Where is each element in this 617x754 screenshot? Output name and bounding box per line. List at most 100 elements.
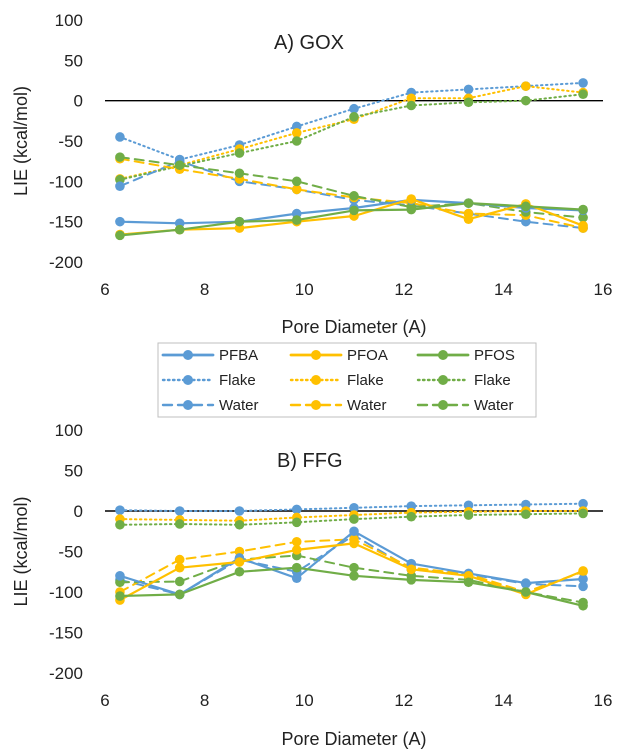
data-point-flake [406, 93, 417, 104]
legend: PFBA PFOA PFOS Flake Flake Flake Water Water Wat… [157, 342, 537, 418]
data-point-pfoa [406, 564, 417, 575]
data-point-pfba [578, 574, 588, 584]
legend-label: Water [474, 397, 513, 414]
data-point-flake [578, 78, 588, 88]
data-point-pfos [578, 204, 588, 215]
legend-marker [183, 400, 193, 410]
legend-marker [311, 375, 321, 385]
data-point-pfba [521, 578, 531, 588]
data-point-pfba [115, 571, 125, 581]
y-tick-label: -150 [49, 624, 83, 643]
data-point-pfos [463, 577, 474, 588]
data-point-flake [578, 508, 588, 519]
y-tick-label: -50 [58, 543, 83, 562]
data-point-pfos [521, 587, 531, 597]
y-tick-label: 100 [55, 11, 83, 30]
data-point-pfos [406, 204, 417, 215]
y-tick-label: -100 [49, 583, 83, 602]
y-tick-label: -50 [58, 132, 83, 151]
data-point-flake [174, 519, 185, 529]
panel-gox: 100 50 0 -50 -100 -150 -200 6 8 10 12 14 16 LIE (kcal… [11, 11, 612, 337]
data-point-flake [115, 519, 125, 530]
data-point-pfos [115, 230, 125, 241]
data-point-pfos [291, 215, 302, 225]
data-point-water [291, 176, 302, 187]
data-point-flake [234, 148, 245, 158]
data-point-flake [521, 95, 531, 106]
data-point-flake [463, 84, 474, 95]
data-point-flake [115, 132, 125, 142]
data-point-flake [349, 112, 359, 122]
y-tick-label: 50 [64, 51, 83, 70]
x-tick-label: 14 [494, 280, 513, 299]
x-tick-label: 16 [594, 691, 613, 710]
data-point-water [578, 581, 588, 592]
data-point-water [291, 536, 302, 547]
data-point-pfoa [406, 194, 417, 204]
x-tick-label: 10 [295, 691, 314, 710]
data-point-water [234, 168, 245, 179]
data-point-water [349, 191, 359, 201]
data-point-flake [463, 510, 474, 520]
data-point-flake [291, 504, 302, 515]
data-point-pfoa [349, 538, 359, 549]
data-point-pfos [349, 571, 359, 581]
data-point-pfba [349, 526, 359, 537]
data-point-water [115, 181, 125, 191]
panel-title: B) FFG [277, 450, 343, 472]
data-point-pfos [115, 591, 125, 601]
y-tick-label: -200 [49, 664, 83, 683]
x-tick-label: 8 [200, 280, 209, 299]
data-point-water [578, 212, 588, 223]
data-point-pfoa [578, 220, 588, 231]
data-point-flake [115, 505, 125, 515]
data-point-pfos [463, 198, 474, 208]
data-point-pfos [174, 589, 185, 600]
x-tick-label: 10 [295, 280, 314, 299]
series-line-flake-dotted [118, 93, 585, 181]
data-point-pfos [578, 600, 588, 611]
data-point-water [115, 152, 125, 162]
y-axis-title: LIE (kcal/mol) [11, 86, 31, 196]
data-point-flake [291, 517, 302, 528]
y-tick-label: 0 [74, 92, 83, 111]
data-point-flake [291, 128, 302, 138]
x-tick-label: 6 [100, 691, 109, 710]
data-point-water [174, 576, 185, 587]
x-axis-title: Pore Diameter (A) [281, 317, 426, 337]
legend-marker [311, 400, 321, 410]
data-point-pfos [234, 216, 245, 227]
data-point-flake [234, 519, 245, 530]
data-point-flake [234, 506, 245, 516]
legend-label: PFBA [219, 347, 258, 364]
x-tick-label: 16 [594, 280, 613, 299]
legend-label: Water [347, 397, 386, 414]
data-point-flake [174, 506, 185, 516]
data-point-water [349, 562, 359, 573]
y-tick-label: -100 [49, 172, 83, 191]
data-point-flake [349, 514, 359, 524]
data-point-pfoa [578, 566, 588, 576]
legend-marker [183, 350, 193, 360]
data-point-flake [578, 498, 588, 509]
data-point-water [174, 160, 185, 170]
y-tick-label: 100 [55, 421, 83, 440]
legend-marker [438, 400, 448, 410]
legend-label: PFOS [474, 347, 515, 364]
data-point-pfba [291, 573, 302, 584]
data-point-flake [349, 103, 359, 114]
data-point-pfos [234, 566, 245, 577]
x-tick-label: 14 [494, 691, 513, 710]
y-tick-label: 0 [74, 502, 83, 521]
legend-marker [438, 375, 448, 385]
legend-marker [311, 350, 321, 360]
data-point-flake [578, 89, 588, 100]
legend-label: Flake [347, 372, 384, 389]
data-point-pfoa [291, 545, 302, 555]
y-axis-title: LIE (kcal/mol) [11, 496, 31, 606]
legend-marker [438, 350, 448, 360]
data-point-water [174, 554, 185, 565]
legend-marker [183, 375, 193, 385]
